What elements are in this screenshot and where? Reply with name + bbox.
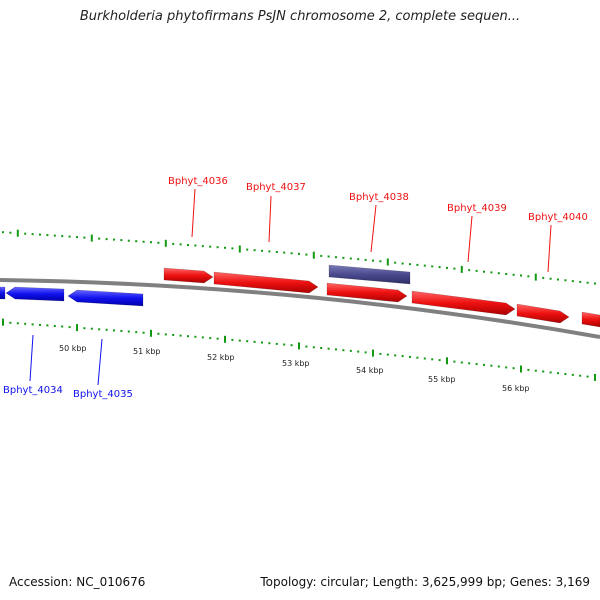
gene-label-bphyt-4038[interactable]: Bphyt_4038 xyxy=(349,192,409,203)
gene-bphyt-4035[interactable] xyxy=(67,289,144,307)
inner-tick-track xyxy=(2,318,596,381)
scale-label-52: 52 kbp xyxy=(207,353,235,362)
gene-bphyt-4041[interactable] xyxy=(516,303,570,324)
leader-bphyt-4037 xyxy=(268,195,272,243)
chromosome-backbone xyxy=(0,278,600,339)
gene-bphyt-4033[interactable] xyxy=(0,286,6,300)
leader-bphyt-4035 xyxy=(97,338,103,386)
label-leader-lines xyxy=(29,188,552,386)
genome-summary: Topology: circular; Length: 3,625,999 bp… xyxy=(260,575,590,589)
gene-bphyt-4036[interactable] xyxy=(163,267,214,284)
scale-label-55: 55 kbp xyxy=(428,375,456,384)
leader-bphyt-4039 xyxy=(467,215,473,263)
leader-bphyt-4040 xyxy=(547,224,552,273)
gene-bphyt-4042[interactable] xyxy=(581,311,600,328)
accession-label: Accession: NC_010676 xyxy=(9,575,146,589)
gene-bphyt-4034[interactable] xyxy=(5,286,65,302)
leader-bphyt-4038 xyxy=(370,204,377,253)
gene-bphyt-4040[interactable] xyxy=(411,290,516,316)
gene-label-bphyt-4036[interactable]: Bphyt_4036 xyxy=(168,176,228,187)
scale-label-54: 54 kbp xyxy=(356,366,384,375)
scale-label-56: 56 kbp xyxy=(502,384,530,393)
scale-label-53: 53 kbp xyxy=(282,359,310,368)
gene-label-bphyt-4040[interactable]: Bphyt_4040 xyxy=(528,212,588,223)
scale-label-50: 50 kbp xyxy=(59,344,87,353)
outer-tick-track xyxy=(2,229,596,285)
scale-label-51: 51 kbp xyxy=(133,347,161,356)
leader-bphyt-4034 xyxy=(29,334,34,382)
gene-features xyxy=(0,264,600,328)
map-title: Burkholderia phytofirmans PsJN chromosom… xyxy=(79,9,521,24)
gene-label-bphyt-4035[interactable]: Bphyt_4035 xyxy=(73,389,133,400)
gene-bphyt-4039[interactable] xyxy=(326,282,408,303)
gene-bphyt-4037[interactable] xyxy=(213,271,319,294)
gene-bphyt-4038[interactable] xyxy=(328,264,411,285)
leader-bphyt-4036 xyxy=(191,188,196,238)
gene-label-bphyt-4039[interactable]: Bphyt_4039 xyxy=(447,203,507,214)
gene-label-bphyt-4037[interactable]: Bphyt_4037 xyxy=(246,182,306,193)
gene-label-bphyt-4034[interactable]: Bphyt_4034 xyxy=(3,385,63,396)
